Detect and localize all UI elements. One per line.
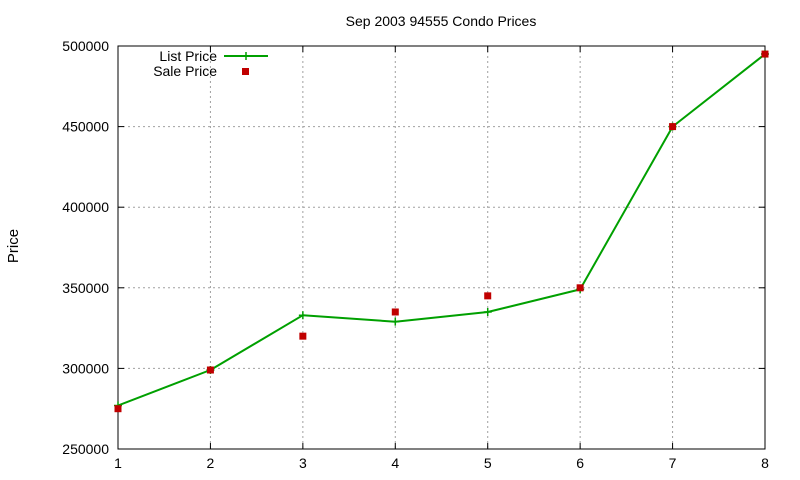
series-layer <box>114 50 769 413</box>
y-tick-label: 450000 <box>62 119 109 135</box>
axis-ticks: 1 2 3 4 5 6 7 8 250000 300000 350000 400000 450000 50… <box>62 38 769 471</box>
x-tick-label: 3 <box>299 455 307 471</box>
x-tick-label: 6 <box>576 455 584 471</box>
grid <box>118 46 765 449</box>
legend-marker-list-price <box>242 52 250 60</box>
y-tick-label: 350000 <box>62 280 109 296</box>
x-tick-label: 4 <box>391 455 399 471</box>
y-tick-label: 250000 <box>62 441 109 457</box>
plot-frame <box>117 45 766 450</box>
legend: List Price Sale Price <box>153 48 268 79</box>
x-tick-label: 1 <box>114 455 122 471</box>
sale-price-point <box>114 405 122 413</box>
x-tick-label: 8 <box>761 455 769 471</box>
legend-marker-sale-price <box>242 68 249 75</box>
sale-price-point <box>299 332 307 340</box>
y-tick-label: 500000 <box>62 38 109 54</box>
list-price-point <box>391 317 400 326</box>
sale-price-point <box>484 292 492 300</box>
series-line-list-price <box>117 53 766 407</box>
sale-price-point <box>391 308 399 316</box>
y-tick-label: 400000 <box>62 199 109 215</box>
list-price-point <box>483 307 492 316</box>
x-tick-label: 7 <box>669 455 677 471</box>
legend-label-sale-price: Sale Price <box>153 63 217 79</box>
y-tick-label: 300000 <box>62 360 109 376</box>
x-tick-label: 5 <box>484 455 492 471</box>
sale-price-point <box>206 366 214 374</box>
list-price-point <box>298 311 307 320</box>
x-tick-label: 2 <box>207 455 215 471</box>
sale-price-point <box>761 50 769 58</box>
chart-title: Sep 2003 94555 Condo Prices <box>346 13 537 29</box>
sale-price-point <box>669 123 677 131</box>
legend-label-list-price: List Price <box>159 48 217 64</box>
y-axis-label: Price <box>5 229 22 263</box>
sale-price-point <box>576 284 584 292</box>
